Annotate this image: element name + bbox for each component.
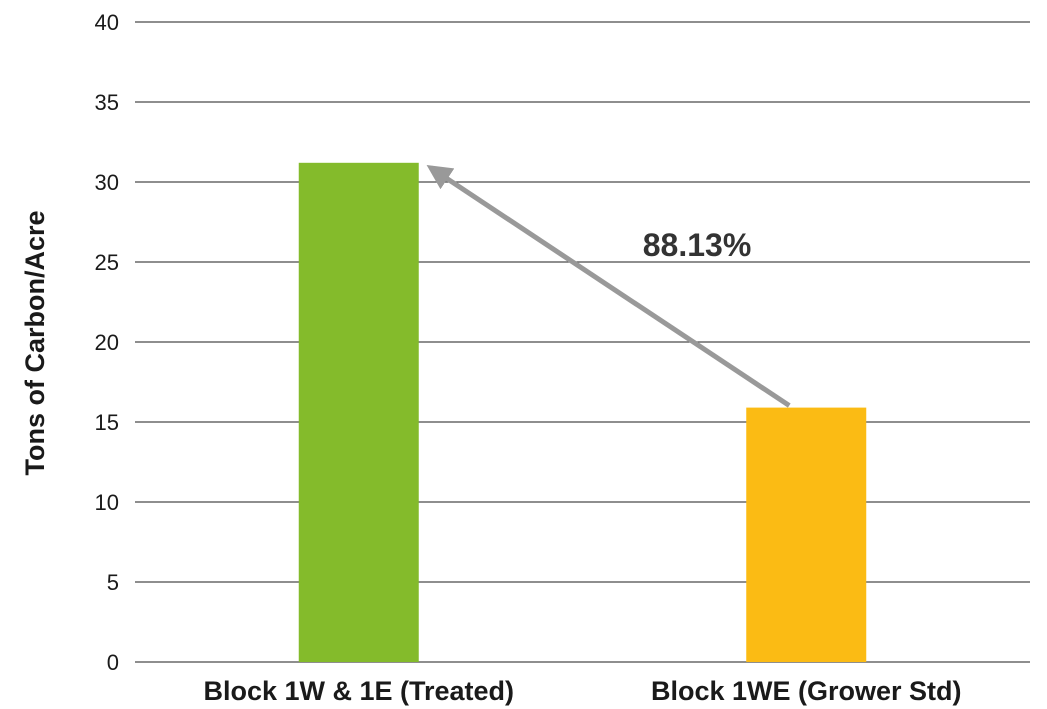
annotation-label: 88.13% — [643, 227, 752, 263]
y-axis-ticks: 0 5 10 15 20 25 30 35 40 — [95, 10, 119, 675]
gridlines — [135, 21, 1030, 663]
bar — [746, 407, 867, 662]
annotation-arrow — [426, 165, 791, 408]
x-category-label: Block 1WE (Grower Std) — [651, 676, 962, 706]
x-axis-categories: Block 1W & 1E (Treated) Block 1WE (Grower… — [203, 676, 961, 706]
bars — [298, 162, 867, 663]
annotations: 88.13% — [426, 165, 791, 408]
y-tick-label: 20 — [95, 330, 119, 355]
bar — [298, 162, 419, 663]
y-tick-label: 15 — [95, 410, 119, 435]
y-tick-label: 0 — [107, 650, 119, 675]
y-tick-label: 35 — [95, 90, 119, 115]
y-tick-label: 40 — [95, 10, 119, 35]
y-tick-label: 30 — [95, 170, 119, 195]
x-category-label: Block 1W & 1E (Treated) — [203, 676, 514, 706]
y-tick-label: 25 — [95, 250, 119, 275]
y-tick-label: 5 — [107, 570, 119, 595]
y-tick-label: 10 — [95, 490, 119, 515]
y-axis-title: Tons of Carbon/Acre — [20, 210, 50, 475]
